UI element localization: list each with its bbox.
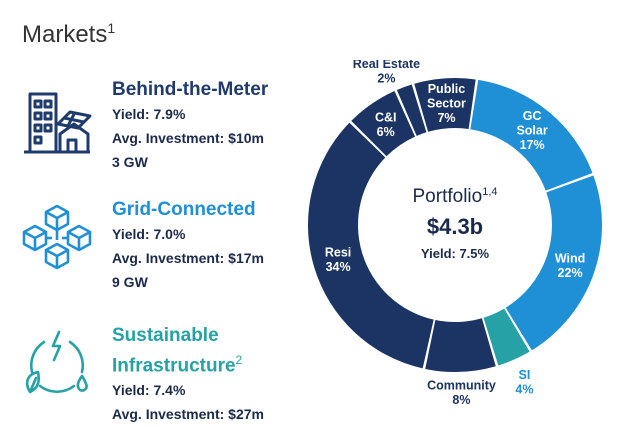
market-yield: Yield: 7.0% xyxy=(112,226,186,242)
portfolio-donut-chart: GC Solar 17% Wind 22% SI 4% Community 8% Resi 34% C… xyxy=(308,60,602,407)
market-yield: Yield: 7.4% xyxy=(112,382,186,399)
label-gc-solar: GC Solar 17% xyxy=(516,109,547,152)
grid-cubes-icon xyxy=(22,204,92,270)
market-text: Behind-the-Meter Yield: 7.9% Avg. Invest… xyxy=(112,78,268,174)
label-si: SI 4% xyxy=(515,368,533,397)
slice-gc-solar xyxy=(470,79,593,191)
market-capacity: 3 GW xyxy=(112,154,148,170)
page-title: Markets1 xyxy=(22,20,116,48)
market-avg-investment: Avg. Investment: $27m xyxy=(112,406,264,423)
label-c-i: C&I 6% xyxy=(375,110,397,138)
slice-green-real-estate xyxy=(396,84,427,136)
slice-resi xyxy=(308,122,434,369)
market-name: Behind-the-Meter xyxy=(112,79,269,100)
market-avg-investment: Avg. Investment: $17m xyxy=(112,250,264,266)
center-label: Portfolio1,4 xyxy=(413,186,498,207)
market-name-line2: Infrastructure2 xyxy=(112,353,243,377)
donut-labels: GC Solar 17% Wind 22% SI 4% Community 8% Resi 34% C… xyxy=(325,60,585,407)
market-text: Sustainable Infrastructure2 Yield: 7.4% … xyxy=(112,324,264,426)
market-capacity: 9 GW xyxy=(112,274,148,290)
slice-wind xyxy=(505,175,602,351)
energy-water-cycle-icon xyxy=(25,330,88,394)
slice-community xyxy=(425,318,496,372)
market-name: Grid-Connected xyxy=(112,199,256,220)
market-text: Grid-Connected Yield: 7.0% Avg. Investme… xyxy=(112,198,264,294)
label-community: Community 8% xyxy=(427,379,496,408)
buildings-solar-icon xyxy=(24,92,92,154)
market-avg-investment: Avg. Investment: $10m xyxy=(112,130,264,146)
label-resi: Resi 34% xyxy=(325,246,351,275)
market-name-line1: Sustainable xyxy=(112,325,219,346)
center-yield: Yield: 7.5% xyxy=(421,246,490,261)
slice-public-sector xyxy=(414,78,476,132)
label-wind: Wind 22% xyxy=(555,251,585,279)
label-public-sector: Public Sector 7% xyxy=(427,82,466,125)
market-yield: Yield: 7.9% xyxy=(112,106,186,122)
donut-slices xyxy=(308,78,602,372)
center-value: $4.3b xyxy=(427,214,483,239)
slice-si xyxy=(483,308,530,366)
slice-c-i xyxy=(351,91,416,157)
